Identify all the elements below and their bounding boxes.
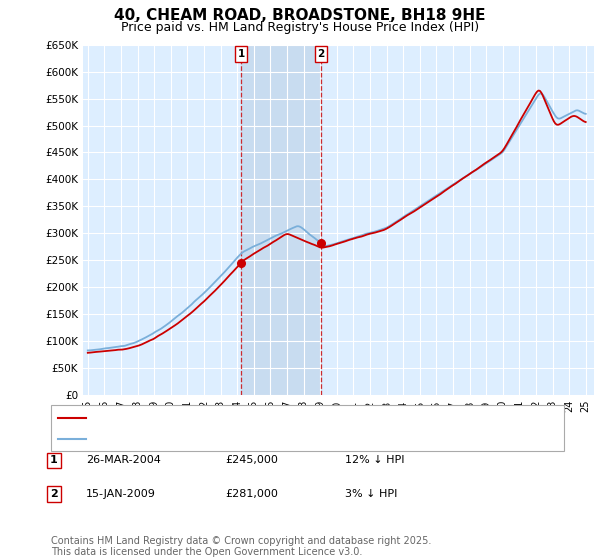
Text: 1: 1 xyxy=(238,49,245,59)
Text: 40, CHEAM ROAD, BROADSTONE, BH18 9HE: 40, CHEAM ROAD, BROADSTONE, BH18 9HE xyxy=(114,8,486,24)
Text: HPI: Average price, detached house, Bournemouth Christchurch and Poole: HPI: Average price, detached house, Bour… xyxy=(90,435,478,444)
Text: 26-MAR-2004: 26-MAR-2004 xyxy=(86,455,161,465)
Text: Contains HM Land Registry data © Crown copyright and database right 2025.
This d: Contains HM Land Registry data © Crown c… xyxy=(51,535,431,557)
Text: 15-JAN-2009: 15-JAN-2009 xyxy=(86,489,155,499)
Text: 3% ↓ HPI: 3% ↓ HPI xyxy=(345,489,397,499)
Text: 40, CHEAM ROAD, BROADSTONE, BH18 9HE (detached house): 40, CHEAM ROAD, BROADSTONE, BH18 9HE (de… xyxy=(90,413,414,423)
Text: 2: 2 xyxy=(317,49,325,59)
Text: 2: 2 xyxy=(50,489,58,499)
Text: Price paid vs. HM Land Registry's House Price Index (HPI): Price paid vs. HM Land Registry's House … xyxy=(121,21,479,34)
Text: £281,000: £281,000 xyxy=(225,489,278,499)
Text: 1: 1 xyxy=(50,455,58,465)
Text: £245,000: £245,000 xyxy=(225,455,278,465)
Text: 12% ↓ HPI: 12% ↓ HPI xyxy=(345,455,404,465)
Bar xyxy=(241,45,321,395)
